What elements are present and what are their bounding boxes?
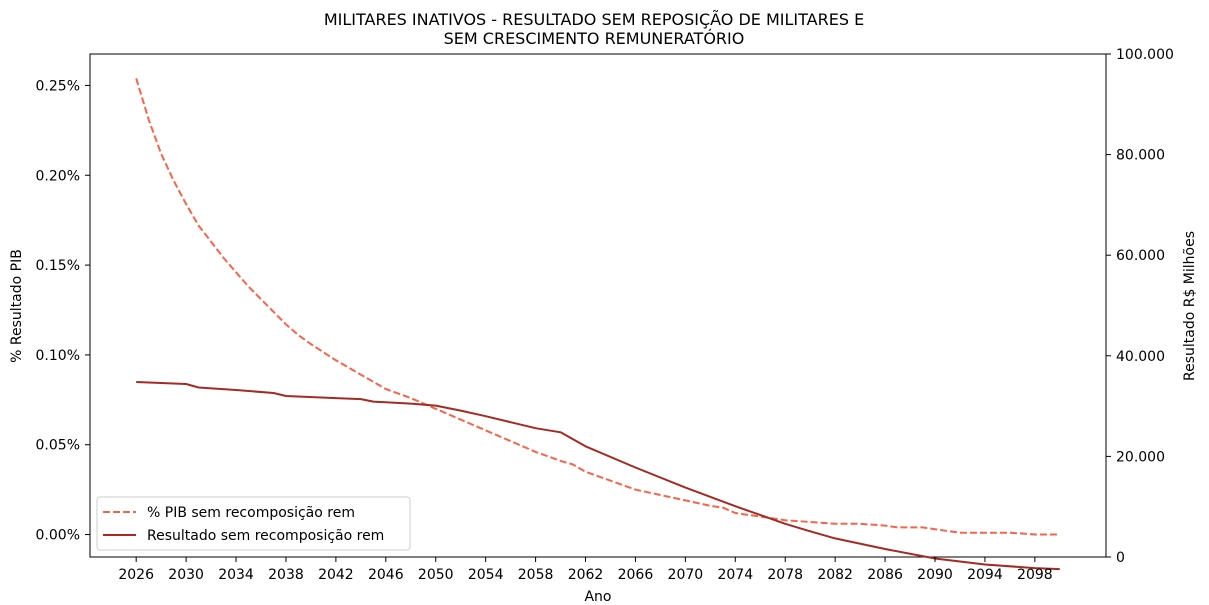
y-axis-left-label: % Resultado PIB [9,249,25,363]
plot-frame [89,53,1107,558]
legend-label-pib: % PIB sem recomposição rem [147,505,355,521]
legend: % PIB sem recomposição rem Resultado sem… [96,496,411,551]
x-tick-label: 2074 [717,567,753,583]
y-axis-right-label: Resultado R$ Milhões [1182,231,1198,381]
y-right-tick-label: 80.000 [1116,148,1165,164]
x-tick-label: 2070 [668,567,704,583]
x-tick-label: 2062 [568,567,604,583]
x-tick-label: 2086 [867,567,903,583]
y-left-tick-label: 0.25% [36,78,80,94]
x-tick-label: 2078 [767,567,803,583]
legend-box [96,496,411,551]
series-line-pib [135,78,1060,536]
legend-label-resultado: Resultado sem recomposição rem [147,528,384,544]
x-tick-label: 2050 [418,567,454,583]
x-tick-label: 2066 [618,567,654,583]
y-right-tick-label: 60.000 [1116,248,1165,264]
x-axis-ticks: 2026 2030 2034 2038 2042 2046 2050 2054 2058 2062… [118,557,1053,583]
y-left-tick-label: 0.10% [36,348,80,364]
x-tick-label: 2058 [518,567,554,583]
x-tick-label: 2054 [468,567,504,583]
x-tick-label: 2094 [967,567,1003,583]
y-left-tick-label: 0.05% [36,438,80,454]
y-left-tick-label: 0.00% [36,528,80,544]
y-left-tick-label: 0.20% [36,168,80,184]
y-axis-left-ticks: 0.00% 0.05% 0.10% 0.15% 0.20% 0.25% [36,78,90,544]
chart-title-line-1: MILITARES INATIVOS - RESULTADO SEM REPOS… [324,10,864,29]
plot-area [89,53,1107,571]
x-tick-label: 2026 [118,567,154,583]
y-axis-right-ticks: 0 20.000 40.000 60.000 80.000 100.000 [1106,47,1174,566]
x-axis-label: Ano [584,589,611,605]
x-tick-label: 2030 [168,567,204,583]
x-tick-label: 2082 [817,567,853,583]
series-layer [135,78,1060,571]
chart-title-line-2: SEM CRESCIMENTO REMUNERATÓRIO [444,29,745,48]
y-right-tick-label: 100.000 [1116,47,1174,63]
x-tick-label: 2046 [368,567,404,583]
x-tick-label: 2098 [1017,567,1053,583]
series-line-resultado [136,381,1060,571]
x-tick-label: 2034 [218,567,254,583]
y-right-tick-label: 40.000 [1116,349,1165,365]
y-left-tick-label: 0.15% [36,258,80,274]
x-tick-label: 2090 [917,567,953,583]
y-right-tick-label: 0 [1116,550,1125,566]
x-tick-label: 2042 [318,567,354,583]
y-right-tick-label: 20.000 [1116,449,1165,465]
x-tick-label: 2038 [268,567,304,583]
